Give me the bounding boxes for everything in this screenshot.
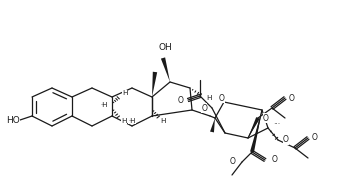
Text: O: O [178,95,184,104]
Text: ·H: ·H [100,102,107,108]
Polygon shape [248,117,260,138]
Text: HO: HO [6,115,20,124]
Text: ·H: ·H [128,118,136,124]
Text: O: O [289,93,295,103]
Text: H: H [206,95,211,101]
Polygon shape [210,118,215,132]
Text: O: O [229,158,235,166]
Text: O: O [219,93,225,103]
Text: O: O [272,155,278,164]
Text: H: H [121,118,126,124]
Text: O: O [312,133,318,142]
Text: O: O [263,113,269,122]
Text: OH: OH [158,43,172,52]
Text: H: H [122,90,127,96]
Text: H: H [160,118,166,124]
Text: O: O [201,103,207,113]
Polygon shape [161,57,170,82]
Text: O: O [283,135,289,144]
Polygon shape [250,110,262,152]
Text: ···: ··· [273,121,280,130]
Polygon shape [152,72,157,97]
